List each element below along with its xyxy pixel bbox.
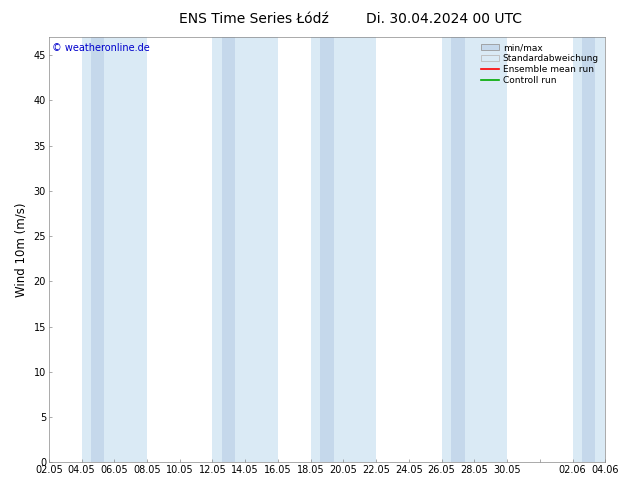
Bar bbox=[451, 37, 465, 462]
Bar bbox=[91, 37, 105, 462]
Bar bbox=[311, 37, 376, 462]
Text: Di. 30.04.2024 00 UTC: Di. 30.04.2024 00 UTC bbox=[366, 12, 522, 26]
Bar bbox=[212, 37, 278, 462]
Bar bbox=[82, 37, 147, 462]
Bar bbox=[583, 37, 595, 462]
Text: © weatheronline.de: © weatheronline.de bbox=[51, 44, 150, 53]
Bar bbox=[442, 37, 507, 462]
Legend: min/max, Standardabweichung, Ensemble mean run, Controll run: min/max, Standardabweichung, Ensemble me… bbox=[479, 42, 601, 87]
Text: ENS Time Series Łódź: ENS Time Series Łódź bbox=[179, 12, 328, 26]
Bar bbox=[573, 37, 634, 462]
Bar bbox=[223, 37, 235, 462]
Bar bbox=[321, 37, 333, 462]
Y-axis label: Wind 10m (m/s): Wind 10m (m/s) bbox=[15, 202, 28, 297]
